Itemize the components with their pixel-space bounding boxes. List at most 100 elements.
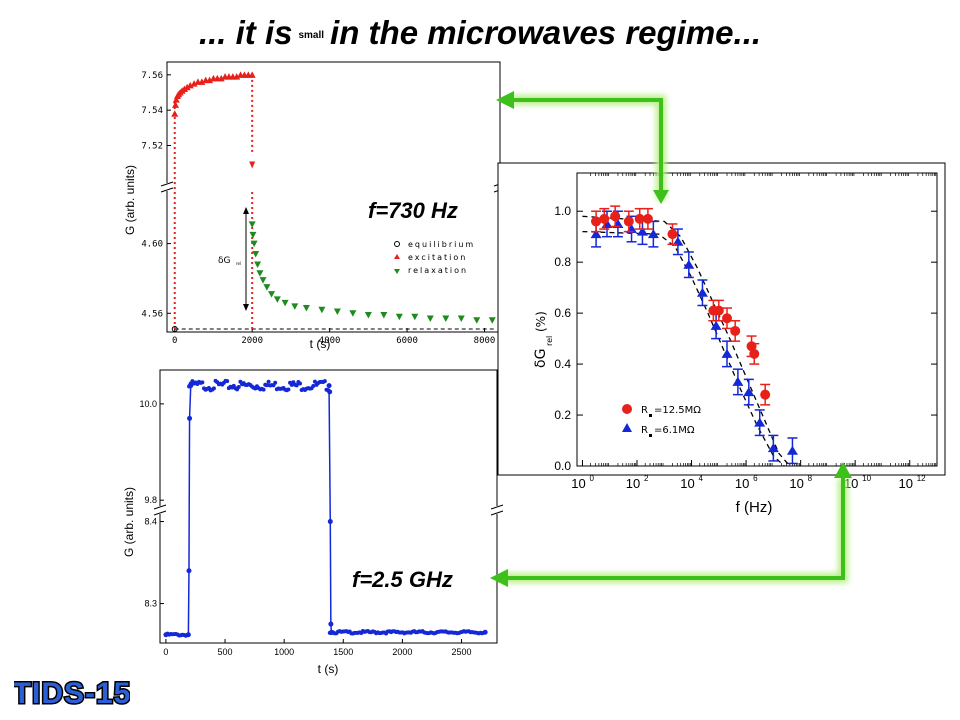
legend-r-6-1: R (641, 425, 648, 436)
x-tick-label: 10 (680, 476, 694, 491)
transition-point (327, 519, 333, 525)
legend-label-relaxation: relaxation (408, 266, 468, 275)
x-tick-exponent: 8 (808, 474, 813, 483)
x-tick-label: 10 (898, 476, 912, 491)
y-tick-label: 7.54 (141, 106, 163, 116)
relaxation-point (302, 305, 310, 312)
excitation-point (172, 96, 180, 103)
y-tick-label: 4.60 (141, 240, 163, 250)
step-down-line (328, 391, 333, 633)
x-axis-label: f (Hz) (736, 499, 773, 516)
axis-break-mark (490, 510, 504, 516)
x-tick-exponent: 12 (917, 474, 926, 483)
y-axis-label-main: δG (533, 349, 549, 368)
point-12-5 (591, 216, 602, 227)
point-6-1 (767, 443, 779, 453)
excitation-point (248, 71, 256, 78)
x-tick-exponent: 0 (589, 474, 594, 483)
y-tick-label: 0.2 (554, 408, 571, 422)
trace-point (261, 387, 266, 392)
excitation-point (206, 76, 214, 84)
transition-point (187, 415, 193, 421)
x-tick-exponent: 4 (699, 474, 704, 483)
trace-point (322, 379, 327, 384)
y-tick-label: 0.0 (554, 459, 571, 473)
point-6-1 (672, 236, 684, 246)
y-axis-label: G (arb. units) (122, 487, 136, 557)
y-axis-label-unit: (%) (534, 311, 548, 332)
point-12-5 (642, 213, 653, 224)
trace-point (264, 383, 269, 388)
arrow-line (504, 478, 845, 580)
legend-label-6-1: =6.1MΩ (654, 425, 695, 436)
transition-point (328, 629, 334, 635)
x-tick-label: 0 (172, 336, 177, 346)
legend-r-12-5: R (641, 405, 648, 416)
excitation-point (233, 73, 241, 80)
y-axis-label: δG rel (%) (533, 311, 554, 368)
annotation-730hz: f=730 Hz (368, 198, 458, 223)
x-axis-label: t (s) (310, 337, 331, 351)
excitation-point (186, 81, 194, 89)
arrow-to-microwave (490, 462, 852, 587)
y-axis-label: G (arb. units) (123, 165, 137, 235)
point-12-5 (634, 213, 645, 224)
plot-frame (166, 61, 501, 333)
trace-point (273, 380, 278, 385)
trace-point (312, 379, 317, 384)
y-axis-label-sub: rel (545, 336, 554, 346)
delta-g-arrowhead-bottom (243, 304, 249, 311)
excitation-point (217, 74, 225, 82)
trace-point (225, 379, 230, 384)
x-tick-label: 2000 (392, 647, 412, 657)
y-tick-label: 0.6 (554, 306, 571, 320)
trace-point (200, 380, 205, 385)
relaxation-point (268, 291, 276, 298)
x-tick-label: 1000 (274, 647, 294, 657)
legend-marker-equilibrium (394, 241, 400, 247)
legend-marker-12-5 (622, 404, 632, 414)
arrow-glow (504, 478, 848, 583)
y-tick-label: 8.4 (144, 517, 157, 527)
arrow-line (512, 98, 663, 200)
legend-dot (649, 434, 652, 437)
chart-frequency-spectrum: 10 0 10 2 10 4 10 6 10 8 10 10 10 12 0.00.20.40.60.81… (497, 162, 946, 516)
point-12-5 (760, 389, 771, 400)
point-12-5 (599, 213, 610, 224)
relaxation-point (252, 251, 260, 258)
relaxation-point (291, 303, 299, 310)
x-tick-label: 0 (163, 647, 168, 657)
trace-point (298, 381, 303, 386)
y-tick-label: 7.56 (141, 71, 163, 81)
point-6-1 (721, 348, 733, 358)
axis-break-gap (162, 183, 172, 191)
step-up-line (187, 385, 192, 635)
excitation-point (172, 101, 180, 108)
delta-g-arrowhead-top (243, 207, 249, 214)
arrowhead-up (834, 462, 852, 478)
point-12-5 (667, 229, 678, 240)
legend: equilibrium excitation relaxation (394, 240, 473, 275)
excitation-point (190, 80, 198, 87)
y-tick-label: 1.0 (554, 204, 571, 218)
transition-point (326, 383, 332, 389)
relaxation-point (442, 315, 450, 323)
axis-break-gap (492, 506, 502, 514)
arrowhead-down (653, 190, 669, 204)
x-axis-label: t (s) (318, 662, 339, 676)
title-pre: ... it is (198, 14, 293, 51)
point-6-1 (636, 226, 648, 236)
equilibrium-point (171, 325, 178, 332)
relaxation-point (254, 261, 262, 268)
relaxation-point (488, 317, 496, 324)
x-tick-label: 10 (735, 476, 749, 491)
arrowhead-left (496, 91, 514, 109)
axis-break-mark (160, 187, 174, 193)
annotation-2-5ghz: f=2.5 GHz (352, 567, 453, 592)
y-tick-label: 4.56 (141, 309, 163, 319)
x-tick-label: 8000 (474, 336, 496, 346)
y-tick-label: 7.52 (141, 142, 163, 152)
axis-break-mark (153, 504, 167, 510)
x-tick-exponent: 2 (644, 474, 649, 483)
relaxation-point (263, 284, 271, 291)
